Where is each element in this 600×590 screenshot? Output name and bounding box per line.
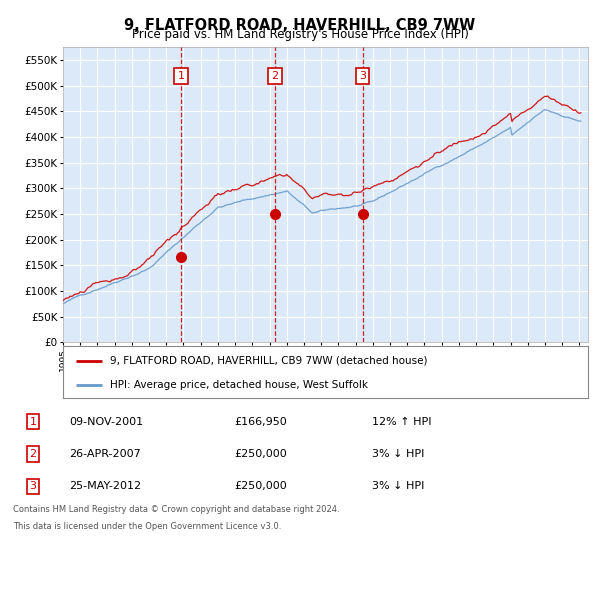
Text: 3% ↓ HPI: 3% ↓ HPI xyxy=(372,481,424,491)
Text: 25-MAY-2012: 25-MAY-2012 xyxy=(69,481,141,491)
Text: £166,950: £166,950 xyxy=(234,417,287,427)
Text: Price paid vs. HM Land Registry's House Price Index (HPI): Price paid vs. HM Land Registry's House … xyxy=(131,28,469,41)
Text: 3: 3 xyxy=(29,481,37,491)
Text: 09-NOV-2001: 09-NOV-2001 xyxy=(69,417,143,427)
Text: 2: 2 xyxy=(29,449,37,459)
Text: 1: 1 xyxy=(178,71,185,81)
Text: Contains HM Land Registry data © Crown copyright and database right 2024.: Contains HM Land Registry data © Crown c… xyxy=(13,504,340,514)
Text: 3% ↓ HPI: 3% ↓ HPI xyxy=(372,449,424,459)
Text: This data is licensed under the Open Government Licence v3.0.: This data is licensed under the Open Gov… xyxy=(13,522,281,532)
Text: 9, FLATFORD ROAD, HAVERHILL, CB9 7WW: 9, FLATFORD ROAD, HAVERHILL, CB9 7WW xyxy=(124,18,476,32)
Text: £250,000: £250,000 xyxy=(234,481,287,491)
Text: 12% ↑ HPI: 12% ↑ HPI xyxy=(372,417,431,427)
Text: HPI: Average price, detached house, West Suffolk: HPI: Average price, detached house, West… xyxy=(110,381,368,390)
Text: 3: 3 xyxy=(359,71,366,81)
Text: 26-APR-2007: 26-APR-2007 xyxy=(69,449,141,459)
Text: 2: 2 xyxy=(272,71,278,81)
Text: 9, FLATFORD ROAD, HAVERHILL, CB9 7WW (detached house): 9, FLATFORD ROAD, HAVERHILL, CB9 7WW (de… xyxy=(110,356,428,366)
Text: 1: 1 xyxy=(29,417,37,427)
Text: £250,000: £250,000 xyxy=(234,449,287,459)
